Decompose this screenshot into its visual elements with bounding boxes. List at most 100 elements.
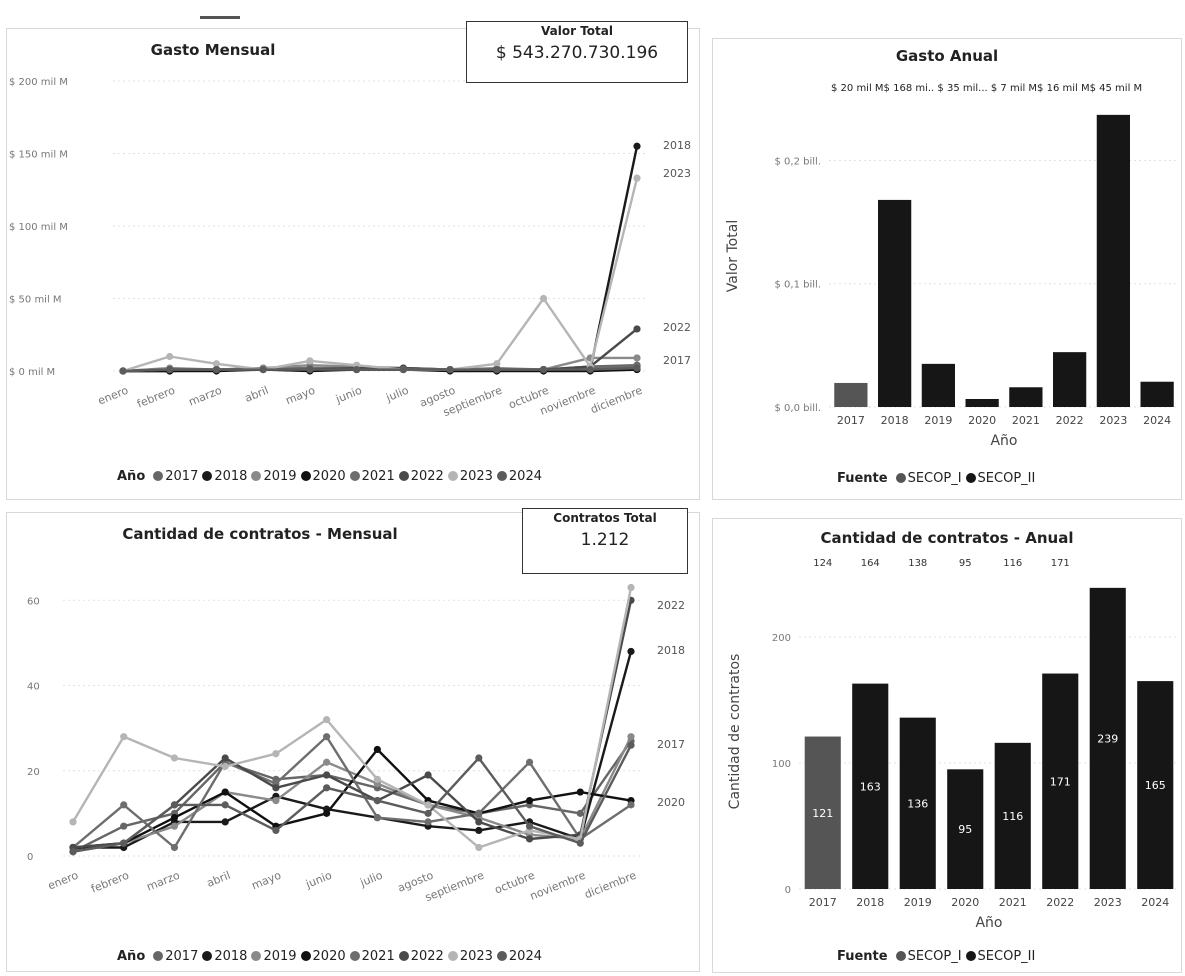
data-point-2021: [120, 801, 128, 809]
y-tick-label: 20: [27, 767, 40, 778]
legend-label: 2018: [214, 949, 248, 964]
legend-dot: [202, 471, 213, 481]
x-tick-label: diciembre: [583, 869, 639, 902]
data-point-2024: [272, 826, 280, 835]
data-point-2022: [323, 771, 331, 779]
bar-total-label: 164: [861, 558, 880, 569]
legend-items: 2017 2018 2019 2020 2021 2022 2023 2024: [153, 469, 546, 484]
gasto-anual-panel: Gasto Anual $ 20 mil M$ 168 mi.. $ 35 mi…: [712, 38, 1182, 500]
top-scroll-indicator-dark: [200, 16, 240, 19]
legend-dot: [251, 471, 262, 481]
legend-dot: [153, 471, 164, 481]
data-point-2023: [323, 716, 331, 724]
x-tick-label: 2023: [1094, 896, 1122, 909]
data-point-2024: [353, 365, 361, 374]
contratos-mensual-legend: Año 2017 2018 2019 2020 2021 2022 2023 2024: [117, 949, 546, 964]
y-axis-title: Cantidad de contratos: [727, 654, 743, 810]
data-point-2024: [166, 365, 174, 374]
x-tick-label: 2023: [1099, 414, 1127, 427]
legend-title: Año: [117, 469, 146, 484]
data-point-2023: [633, 174, 641, 182]
gasto-anual-top-labels: $ 20 mil M$ 168 mi.. $ 35 mil... $ 7 mil…: [831, 83, 1143, 94]
legend-label: 2024: [508, 469, 542, 484]
series-line-2024: [122, 366, 638, 373]
gasto-mensual-panel: Gasto Mensual $ 0 mil M $ 50 mil M $ 100 m…: [6, 28, 700, 500]
y-tick-label: 0: [27, 852, 33, 863]
bar-2019: [899, 717, 936, 889]
legend-dot: [398, 471, 409, 481]
bar-total-label: 124: [813, 558, 832, 569]
legend-item-2017: 2017: [153, 469, 198, 484]
series-end-label: 2020: [657, 796, 685, 809]
legend-label: 2023: [459, 469, 493, 484]
x-tick-label: diciembre: [589, 384, 645, 417]
data-point-2024: [306, 365, 314, 374]
contratos-total-card: Contratos Total 1.212: [522, 508, 688, 574]
bar-2017: [834, 382, 868, 407]
legend-label: 2020: [312, 949, 346, 964]
data-point-2023: [272, 750, 280, 758]
data-point-2024: [576, 839, 584, 847]
y-tick-label: 60: [27, 596, 40, 607]
data-point-2019: [633, 354, 641, 362]
data-point-2023: [212, 360, 221, 368]
y-tick-label: $ 50 mil M: [9, 295, 62, 306]
series-end-label: 2022: [657, 599, 685, 612]
legend-dot: [202, 951, 213, 961]
x-tick-label: 2020: [968, 414, 996, 427]
x-tick-label: marzo: [145, 869, 182, 894]
data-point-2022: [475, 818, 483, 826]
contratos-anual-chart: 0 100 200 2017 121 124 2018 163 164 2019 136 138 202…: [727, 558, 1179, 931]
y-axis-title: Valor Total: [725, 220, 741, 292]
data-point-2021: [373, 814, 381, 822]
bar-value-label: 239: [1097, 732, 1118, 745]
data-point-2022: [221, 754, 229, 762]
legend-title: Año: [117, 949, 146, 964]
bar-total-label: 95: [959, 558, 972, 569]
y-tick-label: $ 100 mil M: [9, 222, 68, 233]
bar-2017: [804, 736, 841, 889]
bar-total-label: 138: [908, 558, 927, 569]
series-end-label: 2022: [663, 321, 691, 334]
data-point-2020: [525, 797, 534, 805]
x-tick-label: 2021: [999, 896, 1027, 909]
data-point-2019: [170, 822, 179, 830]
legend-label: SECOP_I: [907, 471, 962, 486]
bar-2024: [1140, 381, 1174, 407]
legend-dot: [300, 951, 311, 961]
series-line-2018: [73, 651, 633, 849]
data-point-2018: [475, 826, 483, 835]
data-point-2022: [424, 771, 432, 779]
data-point-2024: [170, 801, 179, 809]
data-point-2024: [586, 365, 594, 374]
legend-dot: [300, 471, 311, 481]
legend-label: 2020: [312, 469, 346, 484]
legend-label: 2019: [263, 469, 297, 484]
y-tick-label: $ 150 mil M: [9, 150, 68, 161]
series-line-2023: [122, 177, 639, 373]
y-tick-label: $ 0,0 bill.: [775, 403, 821, 414]
data-point-2024: [119, 367, 127, 375]
data-point-2022: [525, 835, 534, 843]
x-tick-label: 2017: [809, 896, 837, 909]
data-point-2020: [323, 809, 331, 817]
data-point-2020: [576, 788, 584, 796]
legend-label: 2021: [361, 469, 395, 484]
x-tick-label: 2022: [1056, 414, 1084, 427]
series-end-label: 2018: [657, 644, 685, 657]
legend-title: Fuente: [837, 471, 888, 486]
data-point-2024: [627, 741, 635, 749]
y-tick-label: 100: [772, 759, 791, 770]
legend-item-2024: 2024: [496, 469, 542, 484]
data-point-2018: [221, 818, 229, 826]
legend-dot: [895, 951, 906, 961]
valor-total-value: $ 543.270.730.196: [495, 43, 659, 63]
valor-total-card: Valor Total $ 543.270.730.196: [466, 21, 688, 83]
legend-dot: [965, 473, 976, 483]
data-point-2023: [120, 733, 128, 741]
data-point-2020: [221, 788, 229, 796]
data-point-2024: [493, 365, 501, 374]
legend-item-2022: 2022: [398, 949, 444, 964]
legend-item-secop_i: SECOP_I: [895, 471, 962, 486]
bar-2021: [994, 742, 1031, 889]
